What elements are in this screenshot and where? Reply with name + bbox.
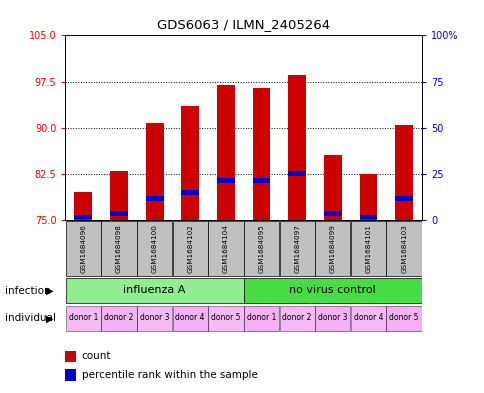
Text: percentile rank within the sample: percentile rank within the sample [81, 370, 257, 380]
Text: donor 4: donor 4 [175, 313, 205, 322]
Bar [279, 306, 314, 331]
Text: GSM1684095: GSM1684095 [258, 224, 264, 273]
Bar [208, 220, 243, 277]
Text: GSM1684100: GSM1684100 [151, 224, 157, 273]
Bar [243, 306, 279, 331]
Text: donor 3: donor 3 [139, 313, 169, 322]
Bar [110, 171, 128, 220]
Text: no virus control: no virus control [289, 285, 376, 295]
Text: donor 5: donor 5 [389, 313, 418, 322]
Bar [359, 215, 377, 219]
Bar [350, 220, 385, 277]
Bar [394, 125, 412, 220]
Bar [386, 306, 421, 331]
Text: donor 2: donor 2 [104, 313, 134, 322]
Text: GSM1684103: GSM1684103 [400, 224, 406, 273]
Bar [323, 211, 341, 217]
Bar [74, 215, 92, 219]
Bar [287, 171, 305, 176]
Text: donor 4: donor 4 [353, 313, 382, 322]
Bar [315, 220, 350, 277]
Text: donor 1: donor 1 [246, 313, 276, 322]
Text: GSM1684104: GSM1684104 [223, 224, 228, 273]
Bar [252, 88, 270, 220]
Bar [136, 306, 172, 331]
Text: GSM1684097: GSM1684097 [294, 224, 300, 273]
Bar [101, 220, 136, 277]
Bar [216, 178, 234, 182]
Bar [208, 306, 243, 331]
Bar [136, 220, 172, 277]
Text: donor 5: donor 5 [211, 313, 240, 322]
Text: count: count [81, 351, 111, 362]
Text: infection: infection [5, 286, 50, 296]
Text: GSM1684096: GSM1684096 [80, 224, 86, 273]
Bar [359, 174, 377, 220]
Bar [65, 278, 243, 303]
Bar [74, 193, 92, 220]
Bar [386, 220, 421, 277]
Bar [287, 75, 305, 220]
Bar [279, 220, 314, 277]
Text: ▶: ▶ [46, 313, 53, 323]
Bar [172, 220, 208, 277]
Bar [315, 306, 350, 331]
Bar [65, 369, 76, 381]
Text: donor 2: donor 2 [282, 313, 311, 322]
Bar [181, 190, 199, 195]
Bar [65, 306, 101, 331]
Bar [216, 84, 234, 220]
Bar [145, 196, 163, 201]
Text: ▶: ▶ [46, 286, 53, 296]
Title: GDS6063 / ILMN_2405264: GDS6063 / ILMN_2405264 [157, 18, 330, 31]
Bar [101, 306, 136, 331]
Bar [394, 196, 412, 201]
Text: GSM1684098: GSM1684098 [116, 224, 121, 273]
Text: influenza A: influenza A [123, 285, 185, 295]
Bar [181, 106, 199, 220]
Bar [252, 178, 270, 182]
Text: GSM1684101: GSM1684101 [365, 224, 371, 273]
Bar [65, 220, 101, 277]
Text: donor 3: donor 3 [318, 313, 347, 322]
Bar [145, 123, 163, 220]
Bar [243, 220, 279, 277]
Bar [110, 211, 128, 217]
Text: individual: individual [5, 313, 56, 323]
Bar [172, 306, 208, 331]
Bar [350, 306, 385, 331]
Bar [323, 156, 341, 220]
Text: GSM1684102: GSM1684102 [187, 224, 193, 273]
Bar [243, 278, 421, 303]
Text: donor 1: donor 1 [68, 313, 98, 322]
Bar [65, 351, 76, 362]
Text: GSM1684099: GSM1684099 [329, 224, 335, 273]
